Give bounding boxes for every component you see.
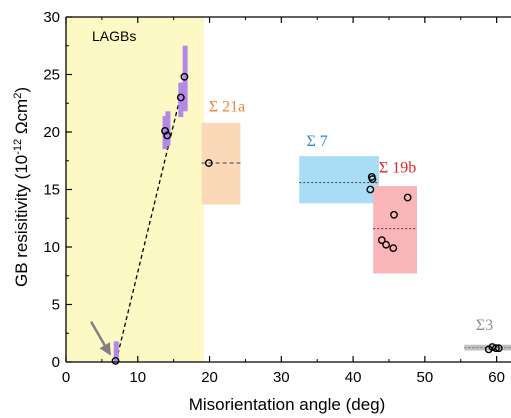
sigma-box-3 <box>464 344 511 351</box>
y-tick-label: 0 <box>52 354 60 371</box>
sigma-label-1: Σ 7 <box>306 133 327 150</box>
data-point-12 <box>389 244 398 253</box>
sigma-label-3: Σ3 <box>476 317 493 334</box>
error-bar-0 <box>113 341 119 362</box>
data-point-2 <box>163 131 172 140</box>
lagb-label: LAGBs <box>92 28 136 44</box>
data-point-5 <box>204 159 213 167</box>
error-bar-4 <box>182 45 188 112</box>
data-point-3 <box>176 93 185 102</box>
y-tick-label: 20 <box>43 124 60 141</box>
x-tick-label: 10 <box>129 369 146 386</box>
data-point-16 <box>492 344 500 353</box>
annotation-labels: LAGBs Σ 21a Σ 7 Σ 19b Σ3 <box>92 28 493 334</box>
y-tick-label: 25 <box>43 67 60 84</box>
sigma-label-2: Σ 19b <box>379 159 416 176</box>
data-point-0 <box>111 356 120 365</box>
y-tick-label: 10 <box>43 239 60 256</box>
data-point-10 <box>377 236 386 245</box>
x-tick-label: 50 <box>417 369 434 386</box>
y-tick-label: 5 <box>52 297 60 314</box>
y-tick-label: 15 <box>43 182 60 199</box>
sigma-box-1 <box>299 156 379 204</box>
guide-lines <box>115 76 511 362</box>
x-tick-label: 20 <box>201 369 218 386</box>
sigma-label-0: Σ 21a <box>209 98 245 115</box>
x-tick-label: 0 <box>62 369 70 386</box>
y-tick-label: 30 <box>43 9 60 26</box>
data-point-1 <box>161 126 169 135</box>
data-point-7 <box>368 175 377 184</box>
data-point-8 <box>366 185 375 194</box>
x-axis-title: Misorientation angle (deg) <box>189 395 386 414</box>
arrow-head <box>99 342 111 356</box>
lagb-region <box>66 17 204 362</box>
x-tick-label: 40 <box>345 369 362 386</box>
shaded-regions <box>66 17 511 362</box>
x-tick-label: 60 <box>488 369 505 386</box>
data-point-4 <box>180 72 189 81</box>
data-point-11 <box>382 240 391 249</box>
error-bar-3 <box>178 82 184 118</box>
y-axis-title: GB resisitivity (10-12 Ωcm2) <box>12 87 31 287</box>
data-point-13 <box>403 193 412 202</box>
x-tick-label: 30 <box>273 369 290 386</box>
data-point-17 <box>494 344 503 353</box>
data-points <box>90 72 503 365</box>
sigma-box-0 <box>201 122 241 205</box>
axes: 0 10 20 30 40 50 60 0 5 10 15 20 25 30 <box>43 9 511 386</box>
data-point-9 <box>390 210 398 219</box>
